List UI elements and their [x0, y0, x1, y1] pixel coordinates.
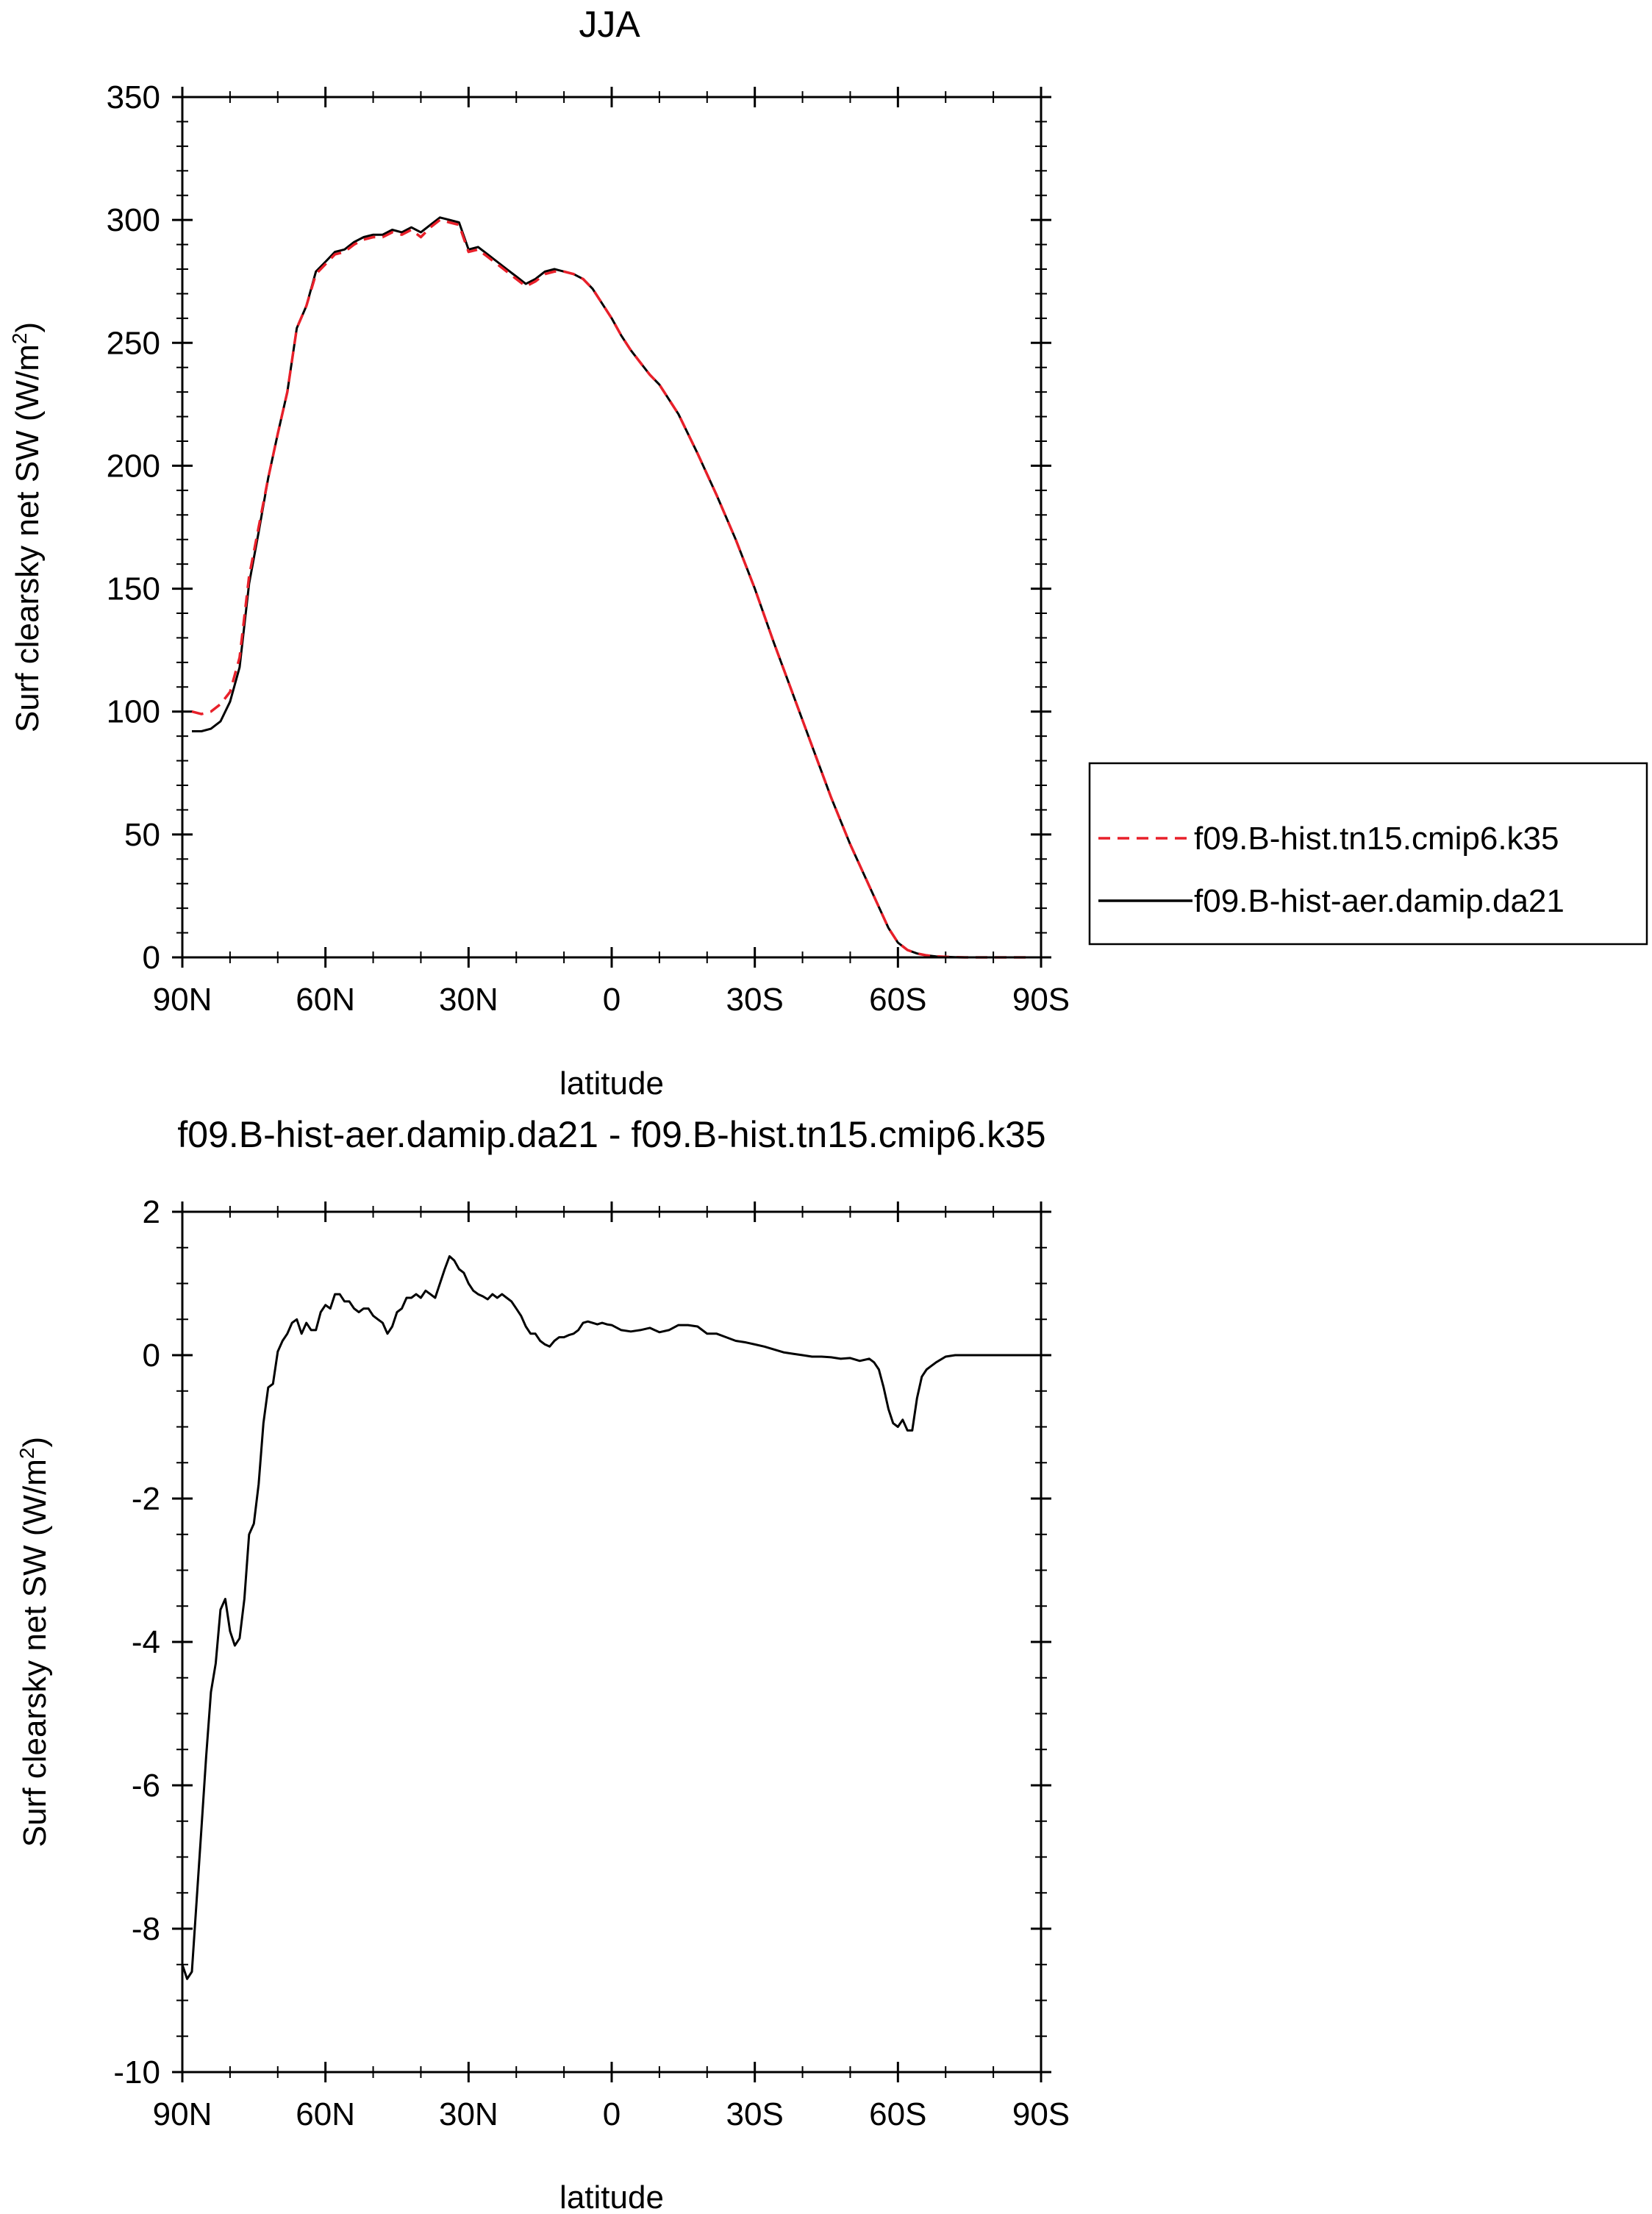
- top-series-group: [191, 216, 1031, 959]
- legend-label-cmip6: f09.B-hist.tn15.cmip6.k35: [1194, 821, 1559, 857]
- bottom-x-tick-label: 60S: [869, 2096, 926, 2132]
- top-y-tick-label: 200: [107, 448, 160, 484]
- bottom-x-tick-labels: 90N 60N 30N 0 30S 60S 90S: [153, 2096, 1070, 2132]
- top-y-tick-label: 150: [107, 571, 160, 607]
- bottom-x-tick-label: 60N: [296, 2096, 355, 2132]
- bottom-y-tick-label: -8: [132, 1911, 160, 1947]
- legend: f09.B-hist.tn15.cmip6.k35 f09.B-hist-aer…: [1088, 762, 1648, 946]
- top-x-axis-title: latitude: [559, 1065, 664, 1101]
- top-y-axis-title: Surf clearsky net SW (W/m2): [8, 322, 46, 732]
- top-y-axis-title-main: Surf clearsky net SW (W/m: [10, 344, 46, 732]
- top-axis-ticks: [172, 87, 1051, 968]
- top-panel: JJA 0 50 100 150 200 250 300 350 90N 60N 30N 0 30S 6…: [8, 4, 1648, 1101]
- top-x-tick-label: 90S: [1012, 982, 1070, 1018]
- top-chart-title: JJA: [579, 4, 640, 45]
- top-x-tick-label: 30S: [726, 982, 784, 1018]
- bottom-y-axis-title-sup: 2: [15, 1448, 38, 1460]
- top-series-line-1: [191, 218, 1031, 959]
- top-x-tick-label: 90N: [153, 982, 212, 1018]
- bottom-y-tick-labels: -10 -8 -6 -4 -2 0 2: [113, 1194, 160, 2090]
- legend-box: [1088, 762, 1648, 946]
- top-x-tick-label: 0: [603, 982, 621, 1018]
- bottom-plot-frame: [181, 1210, 1043, 2074]
- bottom-y-tick-label: 0: [143, 1338, 160, 1374]
- bottom-x-tick-label: 30N: [439, 2096, 498, 2132]
- bottom-axis-ticks: [172, 1201, 1051, 2082]
- bottom-x-tick-label: 90N: [153, 2096, 212, 2132]
- top-x-tick-labels: 90N 60N 30N 0 30S 60S 90S: [153, 982, 1070, 1018]
- top-x-tick-label: 30N: [439, 982, 498, 1018]
- top-y-tick-label: 0: [143, 940, 160, 976]
- top-y-tick-label: 50: [124, 817, 160, 853]
- top-plot-frame: [181, 96, 1043, 959]
- bottom-chart-title: f09.B-hist-aer.damip.da21 - f09.B-hist.t…: [177, 1114, 1045, 1155]
- bottom-y-tick-label: 2: [143, 1194, 160, 1230]
- bottom-panel: f09.B-hist-aer.damip.da21 - f09.B-hist.t…: [15, 1114, 1070, 2214]
- bottom-x-axis-title: latitude: [559, 2179, 664, 2214]
- bottom-x-tick-label: 90S: [1012, 2096, 1070, 2132]
- bottom-y-axis-title-close: ): [17, 1437, 53, 1448]
- top-y-axis-title-close: ): [10, 322, 46, 333]
- bottom-y-tick-label: -10: [113, 2054, 160, 2090]
- bottom-y-axis-title-main: Surf clearsky net SW (W/m: [17, 1459, 53, 1847]
- legend-label-damip: f09.B-hist-aer.damip.da21: [1194, 883, 1565, 919]
- top-x-tick-label: 60S: [869, 982, 926, 1018]
- bottom-y-tick-label: -6: [132, 1768, 160, 1804]
- top-x-tick-label: 60N: [296, 982, 355, 1018]
- top-y-tick-label: 100: [107, 694, 160, 730]
- bottom-x-tick-label: 30S: [726, 2096, 784, 2132]
- bottom-y-axis-title: Surf clearsky net SW (W/m2): [15, 1437, 53, 1847]
- top-y-tick-label: 350: [107, 79, 160, 115]
- top-series-line-2: [192, 216, 1031, 959]
- top-y-tick-labels: 0 50 100 150 200 250 300 350: [107, 79, 160, 976]
- bottom-x-tick-label: 0: [603, 2096, 621, 2132]
- top-y-tick-label: 250: [107, 325, 160, 361]
- bottom-y-tick-label: -4: [132, 1624, 160, 1660]
- bottom-series-group: [181, 1255, 1041, 1980]
- bottom-y-tick-label: -2: [132, 1481, 160, 1517]
- top-y-axis-title-sup: 2: [8, 333, 31, 345]
- bottom-series-line-1: [181, 1255, 1041, 1980]
- top-y-tick-label: 300: [107, 202, 160, 238]
